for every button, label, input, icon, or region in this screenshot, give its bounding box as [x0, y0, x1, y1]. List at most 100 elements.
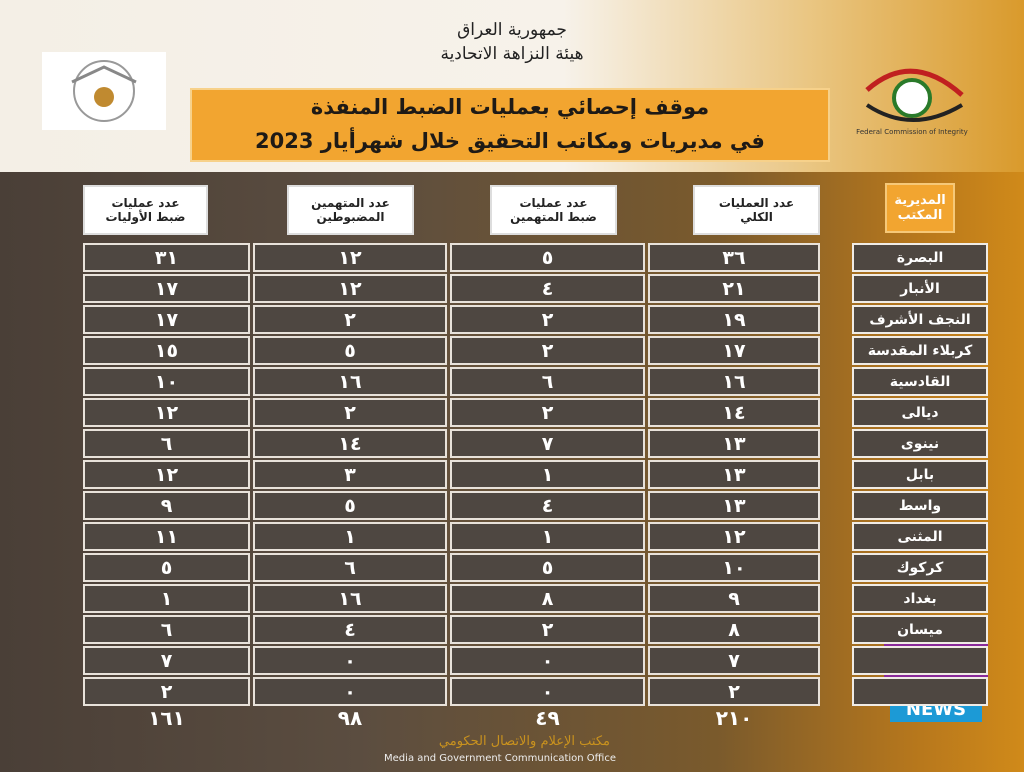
cell-value: ٦: [253, 553, 447, 582]
row-name: كربلاء المقدسة: [852, 336, 988, 365]
cell-value: ٢: [253, 305, 447, 334]
logo-right: Federal Commission of Integrity: [852, 50, 972, 140]
emblem: [71, 60, 137, 122]
cell-value: ١٩: [648, 305, 820, 334]
header-line: جمهورية العراق: [457, 20, 567, 40]
total-value: ٢١٠: [715, 706, 753, 730]
row-name: واسط: [852, 491, 988, 520]
cell-value: ٠: [450, 646, 645, 675]
cell-value: ٥: [450, 553, 645, 582]
row-name: الأنبار: [852, 274, 988, 303]
header-line: الكلي: [740, 210, 773, 224]
cell-value: ١٦: [253, 367, 447, 396]
cell-value: ٥: [83, 553, 250, 582]
cell-value: ١: [450, 460, 645, 489]
cell-value: ٥: [253, 336, 447, 365]
cell-value: ١٧: [83, 274, 250, 303]
logo-caption: Federal Commission of Integrity: [856, 128, 968, 136]
cell-value: ٩: [648, 584, 820, 613]
header-line: عدد عمليات: [111, 196, 180, 210]
total-value: ١٦١: [148, 706, 185, 730]
cell-value: ٠: [253, 677, 447, 706]
cell-value: ٤: [253, 615, 447, 644]
cell-value: ٣١: [83, 243, 250, 272]
header-line: المكتب: [897, 208, 943, 223]
cell-value: ٨: [450, 584, 645, 613]
column-header: عدد عمليات ضبط الأوليات: [83, 185, 208, 235]
cell-value: ١٣: [648, 491, 820, 520]
cell-value: ٤: [450, 274, 645, 303]
header-line: المديرية: [894, 193, 946, 208]
cell-value: ٤: [450, 491, 645, 520]
header-line: ضبط الأوليات: [105, 210, 186, 224]
row-name: القادسية: [852, 367, 988, 396]
row-name: ديالى: [852, 398, 988, 427]
cell-value: ١٣: [648, 429, 820, 458]
cell-value: ١: [450, 522, 645, 551]
column-header: المديرية المكتب: [885, 183, 955, 233]
total-value: ٤٩: [535, 706, 560, 730]
cell-value: ٠: [450, 677, 645, 706]
column-header: عدد العمليات الكلي: [693, 185, 820, 235]
row-name: المثنى: [852, 522, 988, 551]
cell-value: ٢: [450, 615, 645, 644]
footer-english: Media and Government Communication Offic…: [384, 753, 616, 764]
cell-value: ١٤: [648, 398, 820, 427]
header-line: عدد المتهمين: [311, 196, 390, 210]
title-line: في مديريات ومكاتب التحقيق خلال شهرأيار 2…: [255, 129, 765, 153]
cell-value: ٥: [253, 491, 447, 520]
column-header: عدد عمليات ضبط المتهمين: [490, 185, 617, 235]
cell-value: ١٢: [253, 274, 447, 303]
logo-left: [42, 52, 166, 130]
cell-value: ١٢: [83, 460, 250, 489]
cell-value: ١: [253, 522, 447, 551]
cell-value: ٦: [83, 429, 250, 458]
row-name: البصرة: [852, 243, 988, 272]
cell-value: ١٥: [83, 336, 250, 365]
cell-value: ٧: [450, 429, 645, 458]
header-line: ضبط المتهمين: [510, 210, 597, 224]
cell-value: ١٢: [648, 522, 820, 551]
cell-value: ٢: [450, 336, 645, 365]
cell-value: ١٧: [648, 336, 820, 365]
cell-value: ١: [83, 584, 250, 613]
cell-value: ٢: [450, 398, 645, 427]
cell-value: ٧: [648, 646, 820, 675]
cell-value: ٩: [83, 491, 250, 520]
row-name: كركوك: [852, 553, 988, 582]
cell-value: ٢: [648, 677, 820, 706]
row-name: [852, 677, 988, 706]
row-name: [852, 646, 988, 675]
cell-value: ٧: [83, 646, 250, 675]
cell-value: ١٠: [83, 367, 250, 396]
cell-value: ١٢: [83, 398, 250, 427]
emblem: Federal Commission of Integrity: [856, 68, 968, 136]
cell-value: ١٤: [253, 429, 447, 458]
cell-value: ١٣: [648, 460, 820, 489]
cell-value: ١٧: [83, 305, 250, 334]
header-line: المضبوطين: [316, 210, 385, 224]
cell-value: ٠: [253, 646, 447, 675]
column-header: عدد المتهمين المضبوطين: [287, 185, 414, 235]
title-box: موقف إحصائي بعمليات الضبط المنفذة في مدي…: [190, 88, 830, 162]
cell-value: ١٦: [648, 367, 820, 396]
footer-arabic: مكتب الإعلام والاتصال الحكومي: [438, 734, 610, 749]
title-line: موقف إحصائي بعمليات الضبط المنفذة: [310, 95, 710, 119]
cell-value: ٢: [253, 398, 447, 427]
cell-value: ٣: [253, 460, 447, 489]
cell-value: ٦: [450, 367, 645, 396]
cell-value: ٥: [450, 243, 645, 272]
total-value: ٩٨: [337, 706, 363, 730]
row-name: بابل: [852, 460, 988, 489]
header-line: عدد العمليات: [718, 196, 795, 210]
cell-value: ١٦: [253, 584, 447, 613]
cell-value: ١١: [83, 522, 250, 551]
row-name: النجف الأشرف: [852, 305, 988, 334]
cell-value: ٢١: [648, 274, 820, 303]
header-line: عدد عمليات: [519, 196, 588, 210]
cell-value: ٢: [83, 677, 250, 706]
header-line: هيئة النزاهة الاتحادية: [440, 44, 584, 64]
cell-value: ٨: [648, 615, 820, 644]
cell-value: ١٢: [253, 243, 447, 272]
